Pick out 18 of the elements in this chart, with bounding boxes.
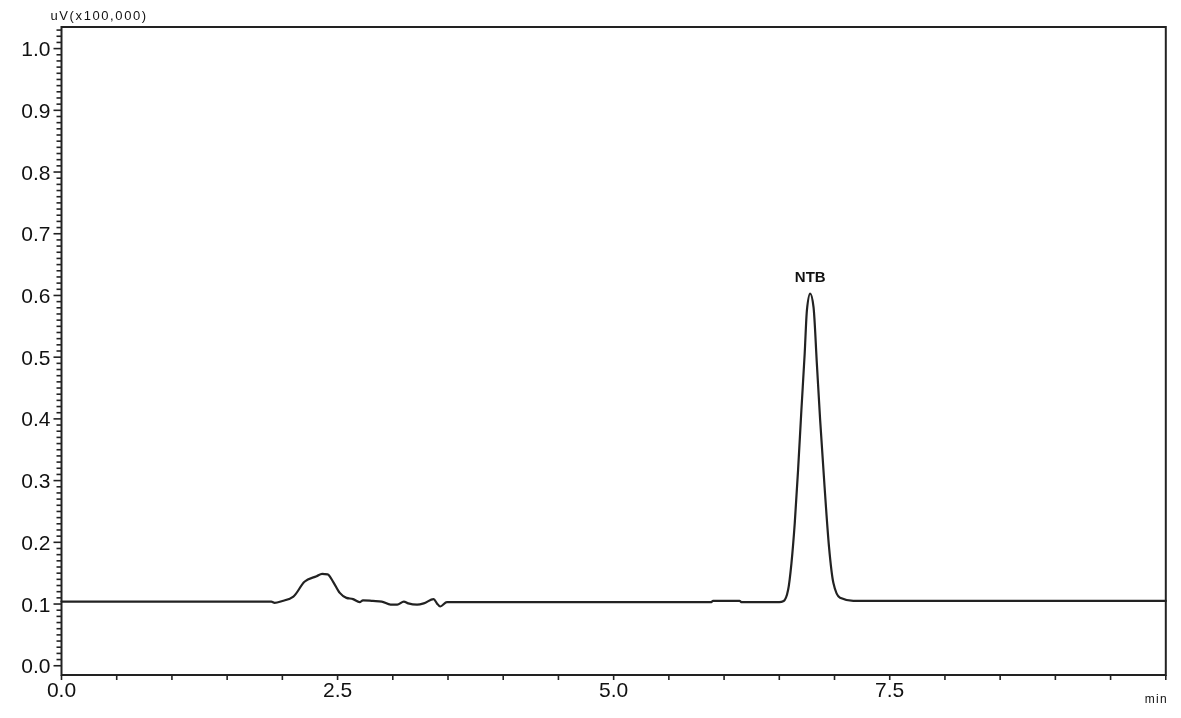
y-tick-label: 0.7 <box>21 222 51 246</box>
y-tick-label: 0.6 <box>21 284 51 308</box>
annotation: NTB <box>794 267 826 285</box>
y-tick-label: 0.2 <box>21 530 51 554</box>
y-tick-label: 0.1 <box>21 592 51 616</box>
x-tick-label: 2.5 <box>322 678 353 701</box>
y-tick-label: 0.0 <box>21 654 51 678</box>
x-tick-label: 7.5 <box>875 678 905 701</box>
y-tick-label: 0.5 <box>21 345 51 369</box>
x-tick-label: 0.0 <box>46 678 77 701</box>
y-axis-title: uV(x100,000) <box>50 8 148 23</box>
y-tick-label: 1.0 <box>21 37 51 61</box>
x-axis-title: min <box>1144 692 1168 706</box>
x-tick-label: 5.0 <box>599 678 629 701</box>
y-tick-label: 0.4 <box>21 407 51 431</box>
y-tick-label: 0.8 <box>21 160 51 184</box>
y-tick-label: 0.9 <box>21 98 51 122</box>
y-tick-label: 0.3 <box>21 469 51 493</box>
